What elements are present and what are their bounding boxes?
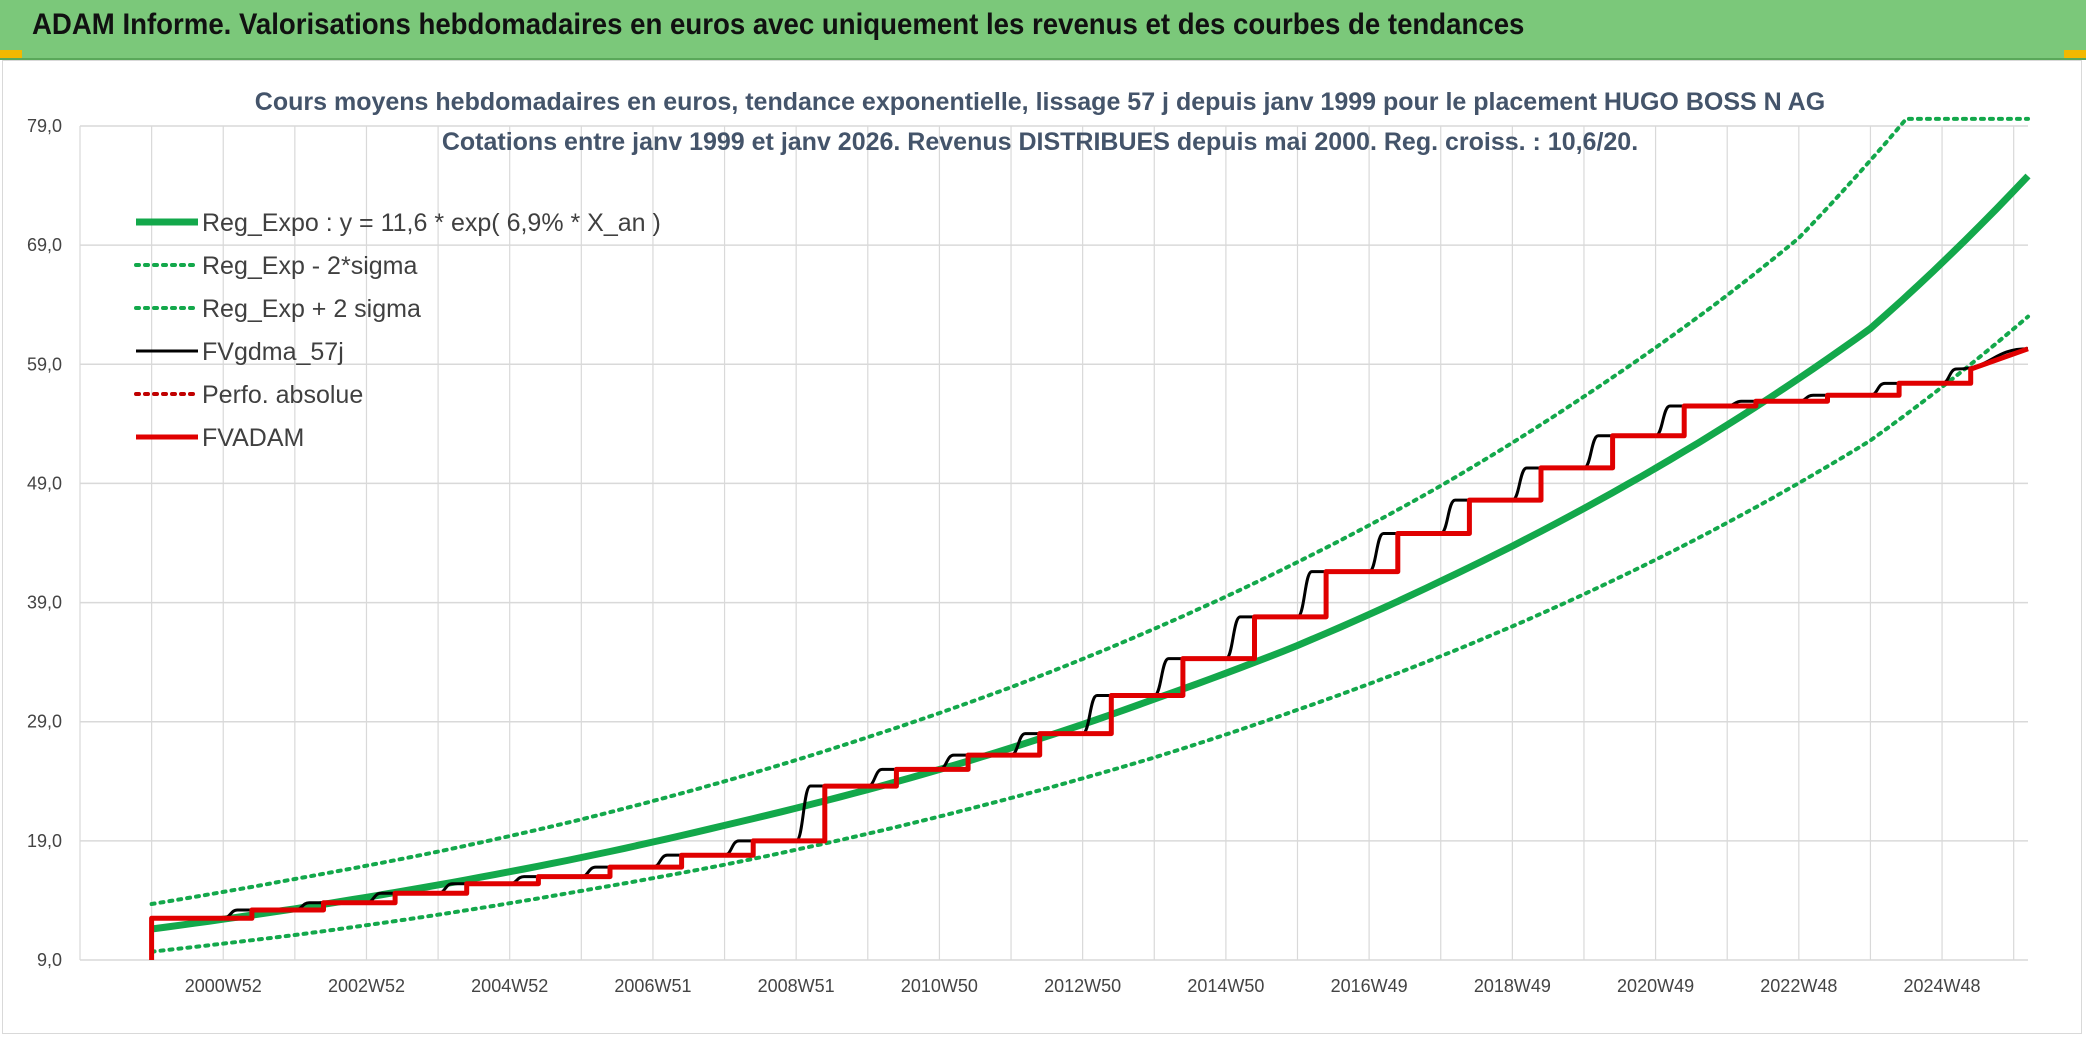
x-tick-label: 2002W52 — [328, 976, 405, 996]
y-axis-ticks: 9,0 19,0 29,0 39,0 49,0 59,0 69,0 79,0 — [27, 116, 62, 970]
legend-label: FVgdma_57j — [202, 338, 344, 366]
x-tick-label: 2012W50 — [1044, 976, 1121, 996]
series-lines — [149, 116, 2031, 960]
y-tick-label: 9,0 — [37, 950, 62, 970]
chart-subtitle: Cotations entre janv 1999 et janv 2026. … — [442, 128, 1638, 156]
x-tick-label: 2014W50 — [1187, 976, 1264, 996]
chart-legend: Reg_Expo : y = 11,6 * exp( 6,9% * X_an )… — [134, 209, 661, 452]
chart-frame — [2, 60, 2082, 1034]
y-tick-label: 49,0 — [27, 473, 62, 493]
x-tick-label: 2004W52 — [471, 976, 548, 996]
report-title: ADAM Informe. Valorisations hebdomadaire… — [32, 8, 1525, 41]
x-tick-label: 2020W49 — [1617, 976, 1694, 996]
legend-label: FVADAM — [202, 424, 304, 452]
y-tick-label: 59,0 — [27, 354, 62, 374]
y-tick-label: 29,0 — [27, 712, 62, 732]
x-tick-label: 2016W49 — [1331, 976, 1408, 996]
grid-lines — [79, 125, 2028, 961]
series-line-1 — [149, 314, 2030, 954]
x-tick-label: 2000W52 — [185, 976, 262, 996]
x-tick-label: 2010W50 — [901, 976, 978, 996]
legend-label: Reg_Expo : y = 11,6 * exp( 6,9% * X_an ) — [202, 209, 661, 237]
x-tick-label: 2018W49 — [1474, 976, 1551, 996]
y-tick-label: 39,0 — [27, 593, 62, 613]
report-banner: ADAM Informe. Valorisations hebdomadaire… — [0, 0, 2086, 60]
legend-label: Reg_Exp + 2 sigma — [202, 295, 421, 323]
x-tick-label: 2008W51 — [758, 976, 835, 996]
series-line-0 — [151, 173, 2031, 933]
legend-label: Reg_Exp - 2*sigma — [202, 252, 417, 280]
x-axis-ticks: 2000W52 2002W52 2004W52 2006W51 2008W51 2010W… — [185, 976, 1981, 996]
y-tick-label: 79,0 — [27, 116, 62, 136]
series-line-2 — [149, 116, 2030, 906]
legend-label: Perfo. absolue — [202, 381, 363, 409]
y-tick-label: 69,0 — [27, 235, 62, 255]
x-tick-label: 2024W48 — [1904, 976, 1981, 996]
corner-marker-right — [2064, 50, 2086, 58]
x-tick-label: 2022W48 — [1760, 976, 1837, 996]
chart-title: Cours moyens hebdomadaires en euros, ten… — [255, 88, 1825, 116]
y-tick-label: 19,0 — [27, 831, 62, 851]
corner-marker-left — [0, 50, 22, 58]
x-tick-label: 2006W51 — [614, 976, 691, 996]
series-line-5 — [149, 346, 2029, 960]
